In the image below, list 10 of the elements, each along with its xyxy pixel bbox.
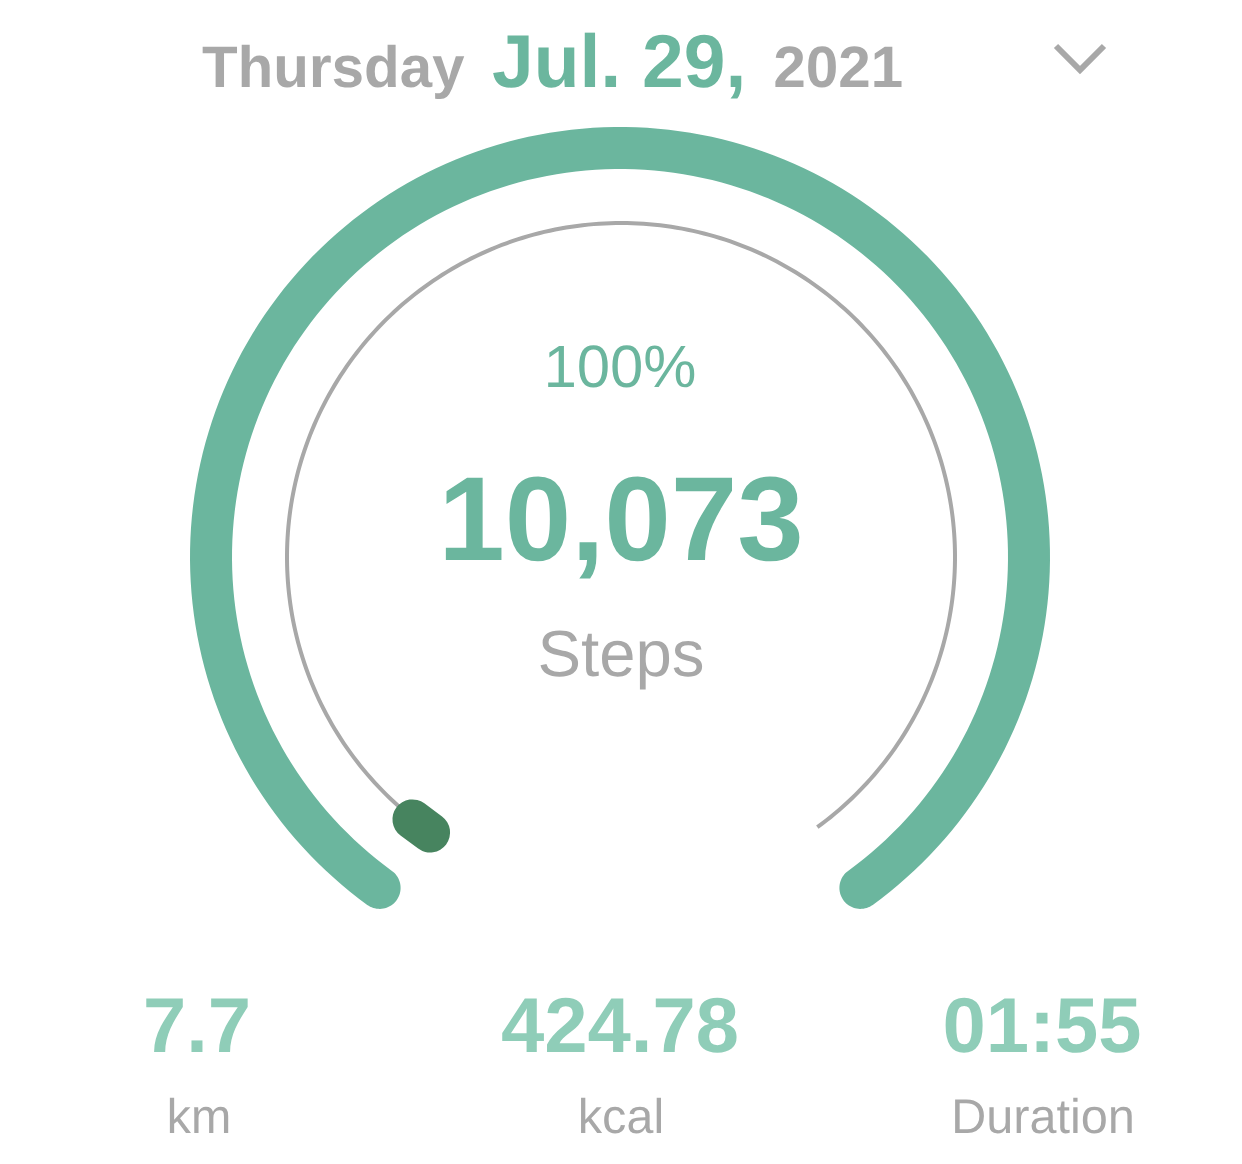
text: 10,073: [445, 476, 800, 579]
text: Steps: [540, 630, 703, 690]
text: 424.78: [502, 997, 737, 1053]
text: 7.7: [146, 998, 248, 1052]
chart-title: Thursday Jul. 29, 2021: [202, 32, 902, 100]
text: km: [169, 1097, 229, 1133]
text: Duration: [955, 1097, 1132, 1134]
text: 01:55: [945, 997, 1140, 1053]
text: kcal: [581, 1097, 661, 1134]
data-label: 100%: [548, 345, 695, 388]
